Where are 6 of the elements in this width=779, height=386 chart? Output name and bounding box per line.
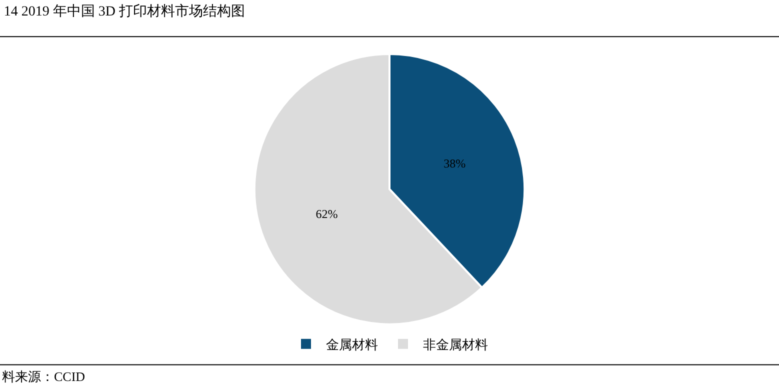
data-label: 62% xyxy=(316,207,338,222)
legend-label: 金属材料 xyxy=(326,337,378,352)
text: 料来源：CCID xyxy=(2,369,86,384)
data-label: 38% xyxy=(444,156,466,170)
text: 14 2019 年中国 3D 打印材料市场结构图 xyxy=(4,4,246,20)
legend-label: 非金属材料 xyxy=(423,337,488,352)
